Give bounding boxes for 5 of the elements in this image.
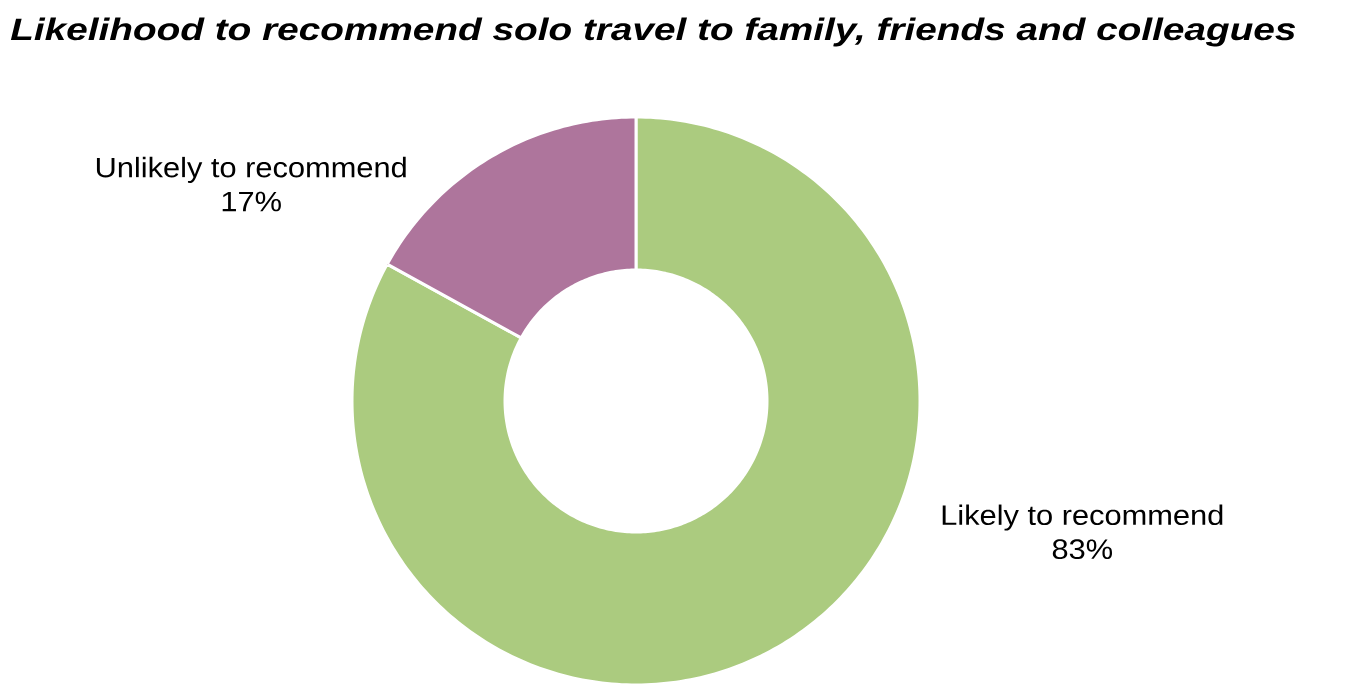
chart-title: Likelihood to recommend solo travel to family, friends and colleagues (10, 17, 1296, 47)
slice-label: Unlikely to recommend (96, 156, 406, 183)
data-label: 83% (1052, 539, 1112, 560)
slice-label: Likely to recommend (942, 504, 1223, 531)
data-label: 17% (222, 191, 281, 212)
